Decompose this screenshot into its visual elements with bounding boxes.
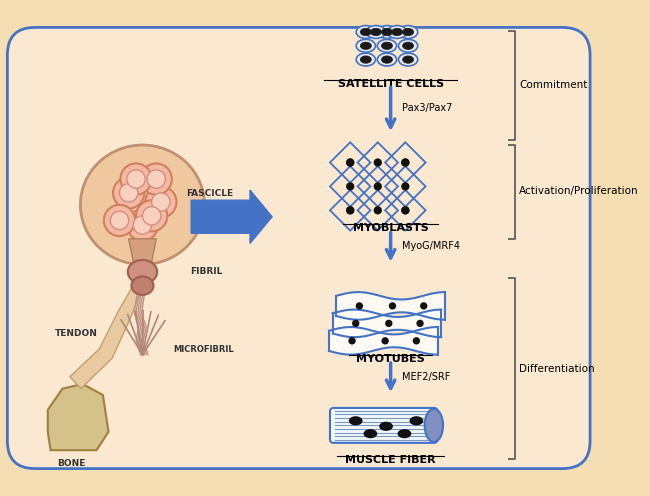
Ellipse shape	[81, 145, 205, 264]
Ellipse shape	[360, 28, 371, 36]
Text: TENDON: TENDON	[55, 329, 98, 338]
Ellipse shape	[424, 409, 443, 442]
Ellipse shape	[133, 216, 151, 234]
Ellipse shape	[346, 206, 354, 214]
Ellipse shape	[374, 183, 382, 190]
FancyBboxPatch shape	[7, 27, 590, 469]
Text: MYOBLASTS: MYOBLASTS	[353, 223, 428, 233]
Ellipse shape	[346, 206, 354, 214]
Ellipse shape	[374, 206, 382, 214]
Ellipse shape	[385, 320, 393, 327]
Ellipse shape	[142, 207, 161, 225]
Ellipse shape	[127, 170, 145, 188]
Ellipse shape	[377, 53, 396, 66]
Ellipse shape	[128, 260, 157, 284]
Polygon shape	[129, 239, 156, 266]
Text: MUSCLE FIBER: MUSCLE FIBER	[345, 455, 436, 465]
Ellipse shape	[151, 193, 170, 211]
Ellipse shape	[382, 337, 389, 345]
Text: MyoG/MRF4: MyoG/MRF4	[402, 241, 460, 251]
Text: MICROFIBRIL: MICROFIBRIL	[173, 345, 233, 354]
Ellipse shape	[349, 416, 363, 426]
Ellipse shape	[120, 184, 138, 202]
Text: BONE: BONE	[57, 459, 86, 468]
Ellipse shape	[360, 56, 371, 63]
Ellipse shape	[401, 158, 410, 167]
Text: Activation/Proliferation: Activation/Proliferation	[519, 186, 639, 196]
Text: Commitment: Commitment	[519, 80, 588, 90]
Ellipse shape	[402, 56, 413, 63]
Ellipse shape	[402, 42, 413, 50]
Ellipse shape	[356, 26, 376, 38]
Ellipse shape	[346, 158, 354, 167]
Ellipse shape	[352, 320, 359, 327]
Polygon shape	[70, 289, 140, 389]
Ellipse shape	[377, 26, 396, 38]
Ellipse shape	[356, 53, 376, 66]
Ellipse shape	[113, 177, 144, 208]
Ellipse shape	[356, 39, 376, 52]
Ellipse shape	[389, 302, 396, 310]
Ellipse shape	[131, 276, 153, 295]
Ellipse shape	[417, 320, 424, 327]
Ellipse shape	[379, 422, 393, 431]
Ellipse shape	[382, 28, 393, 36]
Text: SATELLITE CELLS: SATELLITE CELLS	[337, 79, 444, 89]
Text: FASCICLE: FASCICLE	[186, 189, 233, 198]
Ellipse shape	[401, 183, 410, 190]
Ellipse shape	[363, 429, 377, 438]
Ellipse shape	[377, 39, 396, 52]
Ellipse shape	[127, 209, 158, 241]
Ellipse shape	[398, 53, 418, 66]
Ellipse shape	[401, 206, 410, 214]
FancyBboxPatch shape	[330, 408, 437, 443]
Ellipse shape	[104, 205, 135, 236]
Ellipse shape	[346, 183, 354, 190]
Ellipse shape	[374, 158, 382, 167]
Ellipse shape	[367, 26, 385, 38]
Ellipse shape	[136, 200, 167, 232]
Text: MYOTUBES: MYOTUBES	[356, 354, 425, 364]
Ellipse shape	[398, 39, 418, 52]
Ellipse shape	[382, 56, 393, 63]
Ellipse shape	[420, 302, 428, 310]
Ellipse shape	[402, 28, 413, 36]
Ellipse shape	[147, 170, 166, 188]
Polygon shape	[48, 384, 109, 450]
Ellipse shape	[360, 42, 371, 50]
Ellipse shape	[410, 416, 423, 426]
Ellipse shape	[111, 211, 129, 230]
Ellipse shape	[387, 26, 407, 38]
Ellipse shape	[356, 302, 363, 310]
Text: MEF2/SRF: MEF2/SRF	[402, 372, 450, 382]
Ellipse shape	[382, 42, 393, 50]
Ellipse shape	[398, 429, 411, 438]
Ellipse shape	[391, 28, 402, 36]
FancyArrow shape	[191, 190, 272, 244]
Ellipse shape	[401, 206, 410, 214]
Ellipse shape	[140, 164, 172, 195]
Ellipse shape	[370, 28, 382, 36]
Ellipse shape	[348, 337, 356, 345]
Ellipse shape	[413, 337, 420, 345]
Text: Pax3/Pax7: Pax3/Pax7	[402, 103, 452, 113]
Text: FIBRIL: FIBRIL	[190, 267, 223, 276]
Ellipse shape	[145, 186, 177, 218]
Ellipse shape	[398, 26, 418, 38]
Text: Differentiation: Differentiation	[519, 365, 595, 374]
Ellipse shape	[401, 158, 410, 167]
Ellipse shape	[120, 164, 151, 195]
Ellipse shape	[346, 158, 354, 167]
